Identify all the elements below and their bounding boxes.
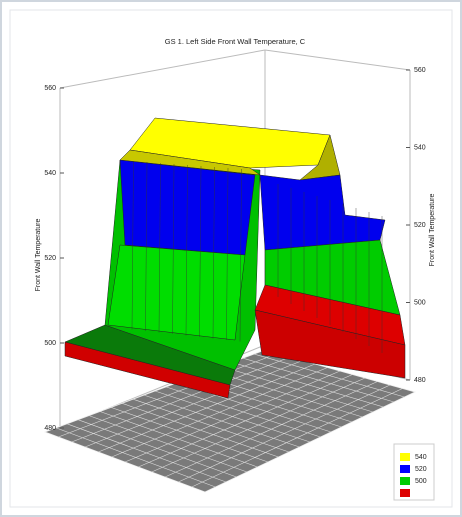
floor-grid-line (151, 377, 366, 473)
mesh-line (158, 162, 161, 333)
z-tick-label: 480 (414, 377, 426, 384)
mesh-line (131, 160, 134, 330)
floor-grid-line (84, 360, 303, 448)
chart-title: GS 1. Left Side Front Wall Temperature, … (165, 37, 306, 46)
surface-mesh (131, 160, 383, 353)
z-tick-label: 500 (44, 340, 56, 347)
mesh-line (185, 164, 188, 336)
z-tick-label: 560 (414, 67, 426, 74)
floor-grid-line (124, 370, 341, 463)
z-axis-label-left: Front Wall Temperature (35, 219, 42, 292)
floor (43, 349, 417, 493)
inner-frame (9, 9, 453, 508)
mesh-line (226, 167, 229, 341)
mesh-line (239, 168, 242, 342)
z-tick-label: 540 (44, 170, 56, 177)
legend-label: 540 (415, 454, 427, 461)
floor-grid-line (58, 353, 278, 438)
floor-grid-line (138, 374, 353, 468)
mesh-line (199, 165, 202, 338)
legend-swatch (400, 465, 410, 473)
z-tick-label: 540 (414, 144, 426, 151)
mesh-line (212, 166, 215, 339)
z-tick-label: 480 (44, 425, 56, 432)
mesh-line (145, 161, 148, 332)
z-axis-label-right: Front Wall Temperature (429, 194, 436, 267)
floor-grid-line (111, 367, 328, 458)
legend-swatch (400, 477, 410, 485)
floor-grid-line (71, 356, 291, 443)
surface (64, 117, 406, 399)
floor-grid-line (164, 381, 378, 478)
floor-grid-line (178, 384, 391, 483)
legend-label: 520 (415, 466, 427, 473)
legend-swatch (400, 489, 410, 497)
floor-grid-line (98, 363, 316, 453)
z-tick-label: 520 (414, 222, 426, 229)
legend-label: 500 (415, 478, 427, 485)
floor-grid-line (191, 388, 403, 488)
z-tick-label: 500 (414, 299, 426, 306)
legend-swatch (400, 453, 410, 461)
z-tick-label: 560 (44, 85, 56, 92)
mesh-line (172, 163, 175, 335)
z-tick-label: 520 (44, 255, 56, 262)
